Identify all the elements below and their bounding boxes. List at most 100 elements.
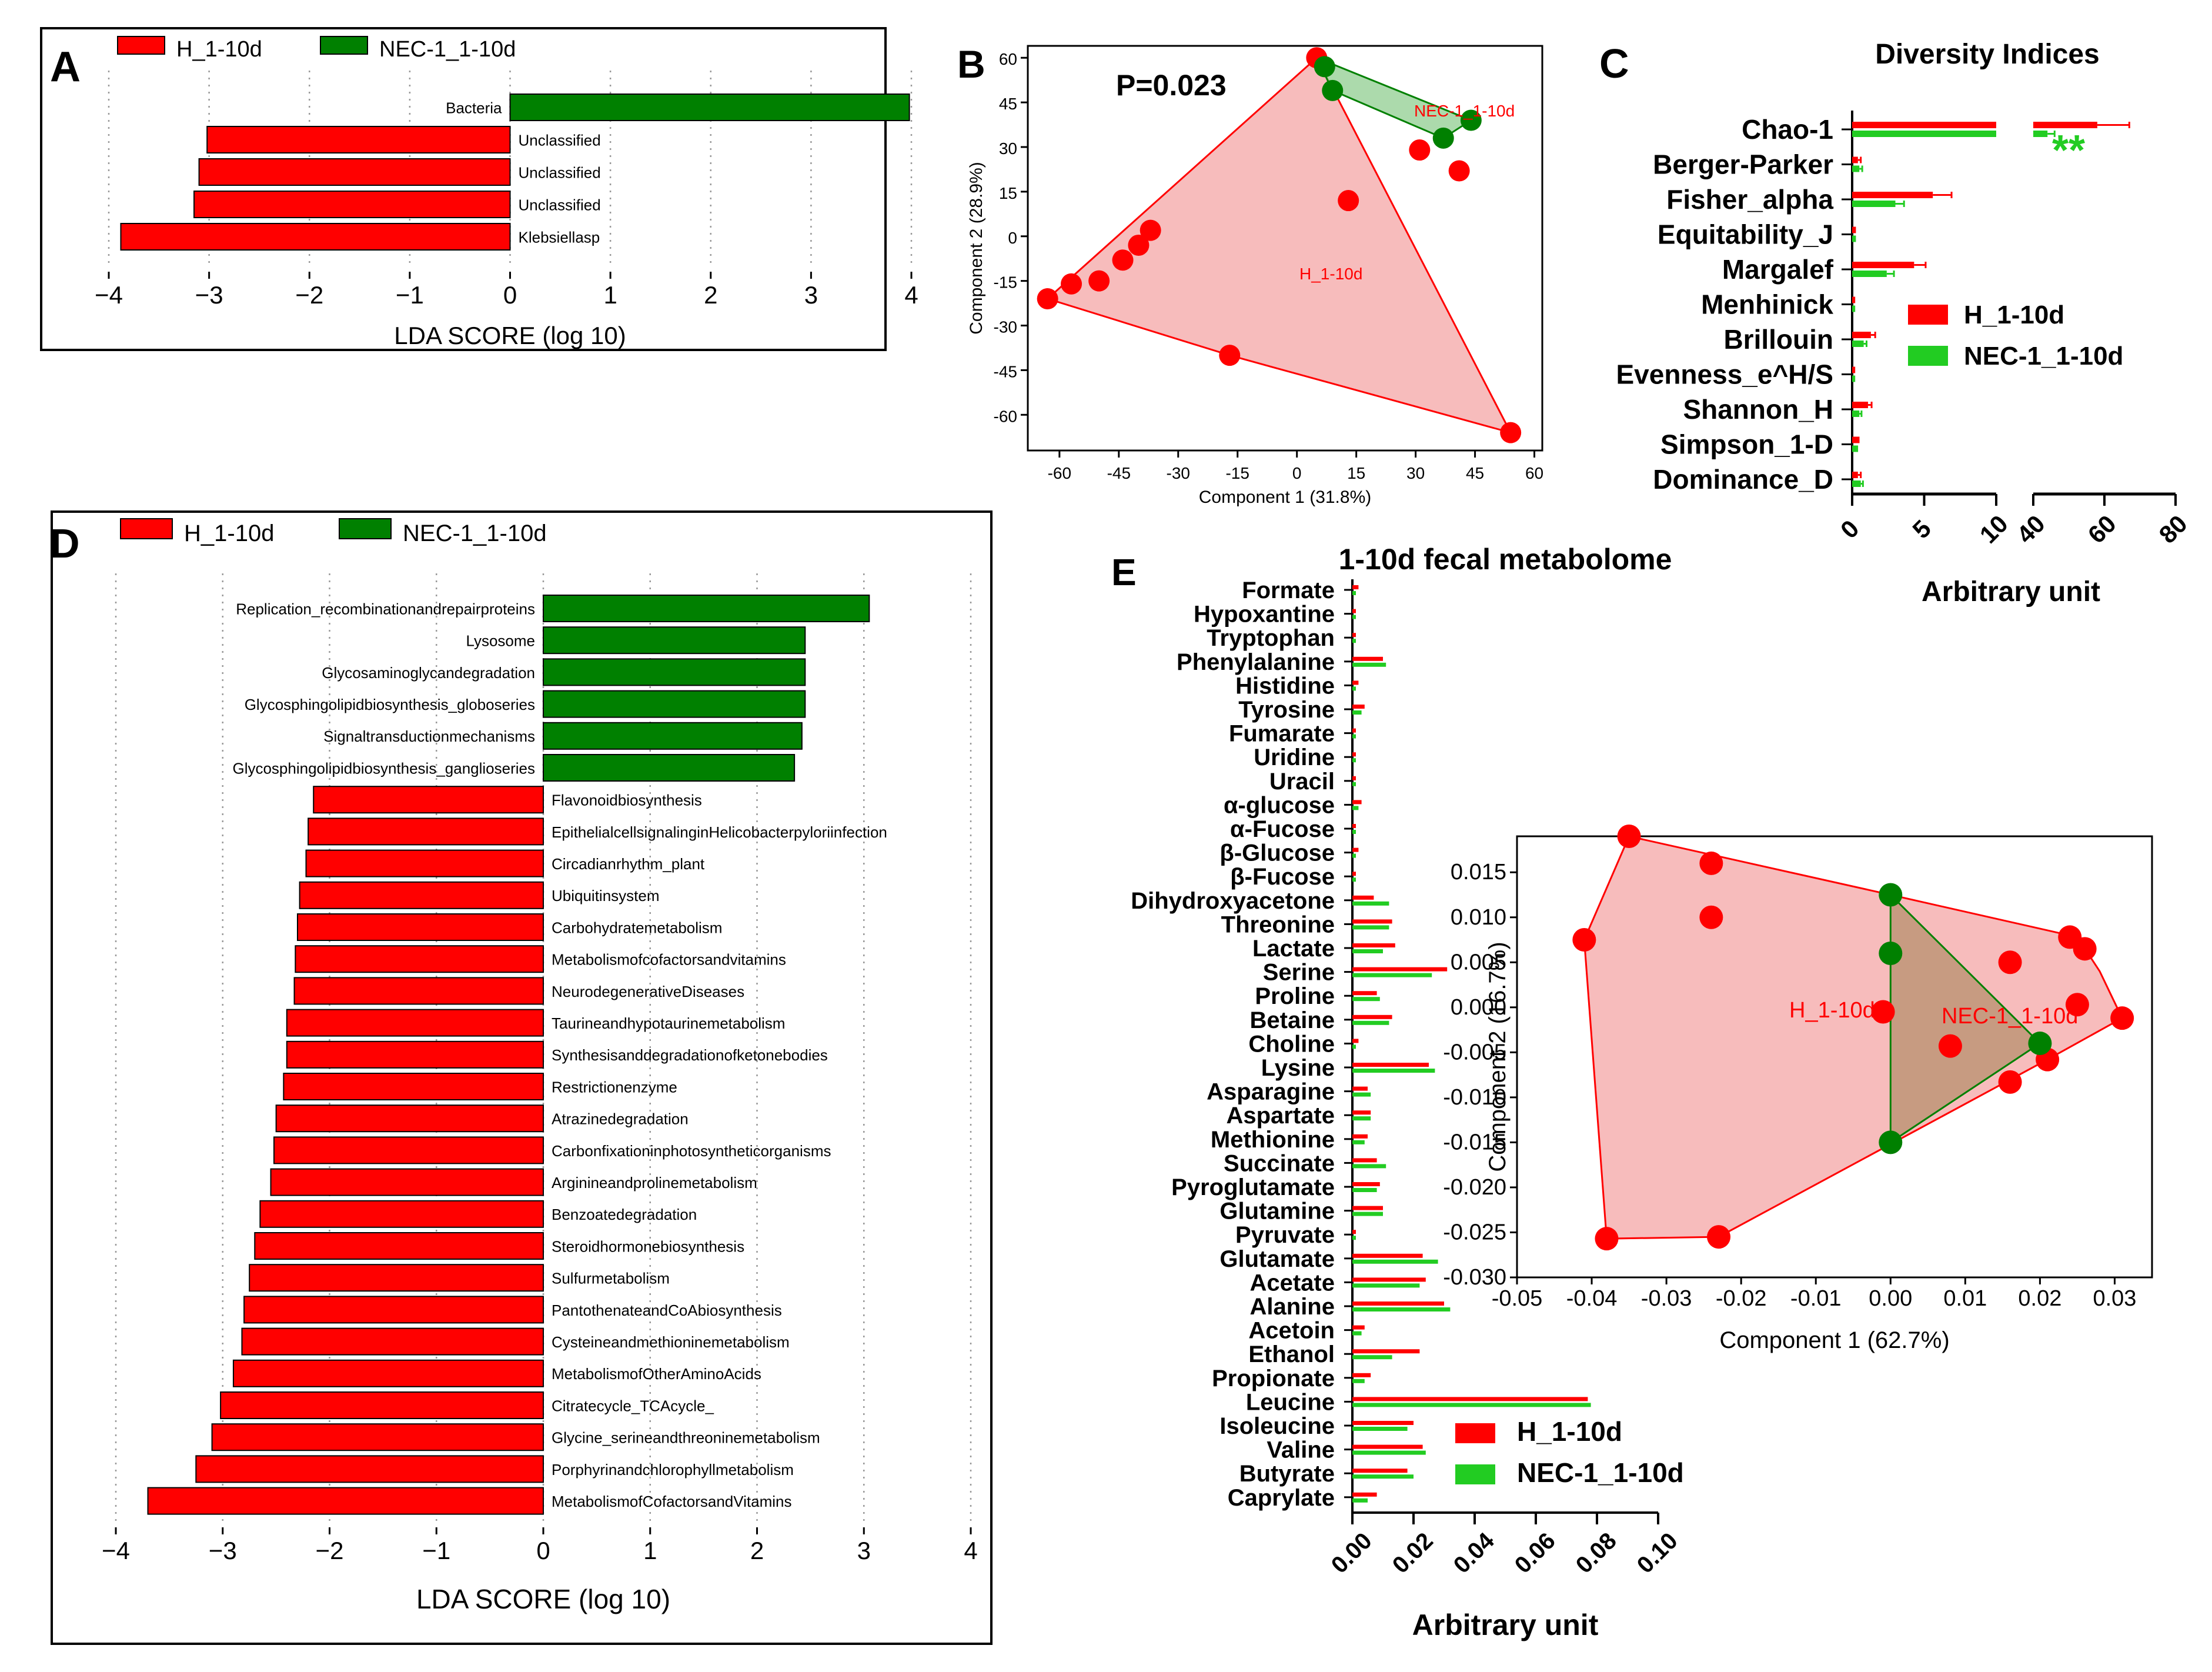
legend-label-nec: NEC-1_1-10d bbox=[1964, 342, 2123, 371]
bar-label: Carbonfixationinphotosyntheticorganisms bbox=[552, 1142, 831, 1160]
bar-label: EpithelialcellsignalinginHelicobacterpyl… bbox=[552, 823, 887, 841]
category-label: Glutamine bbox=[1219, 1199, 1335, 1224]
bar-label: Lysosome bbox=[466, 632, 535, 650]
category-label: Proline bbox=[1255, 983, 1335, 1009]
x-tick-label: 1 bbox=[603, 281, 617, 309]
bar bbox=[1352, 1044, 1356, 1049]
plot-frame bbox=[1516, 835, 2153, 1279]
bar-label: Glycine_serineandthreoninemetabolism bbox=[552, 1429, 820, 1447]
bar bbox=[1352, 1469, 1408, 1473]
x-tick-label: 60 bbox=[2083, 510, 2121, 549]
x-tick-label: 2 bbox=[704, 281, 717, 309]
bar bbox=[1852, 411, 1860, 417]
x-tick-label: −2 bbox=[316, 1537, 344, 1564]
y-tick-label: 0.005 bbox=[1451, 950, 1506, 975]
category-label: Asparagine bbox=[1207, 1079, 1335, 1105]
x-tick-label: 0.08 bbox=[1571, 1528, 1622, 1578]
y-tick-label: -0.020 bbox=[1443, 1175, 1506, 1200]
bar bbox=[1852, 122, 1996, 128]
legend-label-h: H_1-10d bbox=[1964, 301, 2064, 329]
bar-label: MetabolismofOtherAminoAcids bbox=[552, 1365, 761, 1383]
bar-label: Bacteria bbox=[446, 99, 502, 116]
x-tick-label: 40 bbox=[2011, 510, 2050, 549]
y-tick-label: 0.010 bbox=[1451, 905, 1506, 930]
bar bbox=[1352, 591, 1356, 595]
point-h bbox=[1037, 288, 1058, 309]
bar bbox=[1352, 585, 1359, 589]
point-h bbox=[1088, 270, 1110, 292]
category-label: Dominance_D bbox=[1653, 464, 1833, 495]
bar bbox=[1352, 1259, 1438, 1264]
category-label: Formate bbox=[1242, 578, 1335, 603]
bar-label: Klebsiellasp bbox=[519, 228, 600, 246]
point-h bbox=[1061, 273, 1082, 295]
point-nec bbox=[1879, 1130, 1903, 1154]
lda-bar bbox=[543, 754, 796, 782]
bar bbox=[1352, 1379, 1365, 1383]
bar bbox=[1352, 656, 1383, 661]
bar bbox=[1352, 680, 1359, 685]
bar bbox=[1352, 1236, 1356, 1240]
category-label: β-Glucose bbox=[1219, 840, 1335, 866]
category-label: Lactate bbox=[1252, 936, 1335, 962]
x-axis-label: LDA SCORE (log 10) bbox=[416, 1584, 670, 1614]
x-tick-label: −1 bbox=[422, 1537, 450, 1564]
bar bbox=[1852, 375, 1855, 382]
bar bbox=[1852, 262, 1914, 268]
bar-broken bbox=[2033, 131, 2048, 137]
x-tick-label: 3 bbox=[857, 1537, 871, 1564]
bar bbox=[1352, 1140, 1365, 1144]
bar bbox=[1352, 1212, 1383, 1216]
lda-bar bbox=[249, 1264, 544, 1292]
bar-label: Flavonoidbiosynthesis bbox=[552, 792, 702, 809]
bar-label: Ubiquitinsystem bbox=[552, 887, 660, 905]
category-label: Valine bbox=[1267, 1437, 1335, 1463]
lda-bar bbox=[243, 1296, 544, 1324]
bar bbox=[1352, 705, 1365, 709]
point-h bbox=[2110, 1006, 2134, 1030]
x-tick-label: −1 bbox=[396, 281, 424, 309]
bar bbox=[1352, 847, 1359, 852]
bar bbox=[1852, 201, 1896, 207]
x-tick-label: −3 bbox=[195, 281, 223, 309]
bar bbox=[1852, 226, 1855, 233]
y-tick-label: 45 bbox=[999, 95, 1017, 113]
bar bbox=[1352, 1206, 1383, 1210]
y-tick-label: 0.000 bbox=[1451, 995, 1506, 1020]
bar bbox=[1352, 1092, 1371, 1097]
category-label: Tyrosine bbox=[1238, 697, 1335, 723]
bar bbox=[1852, 192, 1933, 198]
bar bbox=[1352, 991, 1377, 996]
legend-label-h: H_1-10d bbox=[184, 520, 274, 546]
bar bbox=[1352, 776, 1356, 780]
bar-label: Circadianrhythm_plant bbox=[552, 855, 705, 873]
bar bbox=[1352, 615, 1356, 619]
bar bbox=[1852, 156, 1858, 163]
lda-bar bbox=[211, 1423, 544, 1451]
category-label: Hypoxantine bbox=[1194, 602, 1335, 628]
bar bbox=[1352, 824, 1356, 828]
lda-bar bbox=[305, 849, 544, 877]
lda-bar bbox=[120, 223, 511, 251]
x-tick-label: 0.03 bbox=[2093, 1286, 2136, 1311]
lda-bar bbox=[543, 626, 806, 655]
bar-label: Atrazinedegradation bbox=[552, 1110, 689, 1128]
point-h bbox=[1572, 928, 1596, 952]
legend-swatch-h bbox=[117, 36, 165, 55]
point-h bbox=[1699, 905, 1723, 929]
x-tick-label: −3 bbox=[209, 1537, 237, 1564]
panel-label-e: E bbox=[1111, 551, 1137, 593]
bar bbox=[1352, 806, 1359, 810]
point-h bbox=[1998, 950, 2022, 975]
bar-label: Sulfurmetabolism bbox=[552, 1270, 670, 1287]
lda-bar bbox=[259, 1200, 544, 1228]
point-h bbox=[1140, 219, 1161, 241]
bar bbox=[1352, 1014, 1392, 1019]
y-tick-label: 15 bbox=[999, 184, 1017, 202]
panel-label-a: A bbox=[50, 44, 81, 91]
bar bbox=[1352, 877, 1356, 882]
y-tick-label: 30 bbox=[999, 139, 1017, 158]
bar bbox=[1352, 1110, 1371, 1115]
legend-swatch-nec bbox=[339, 518, 392, 539]
category-label: Equitability_J bbox=[1658, 219, 1833, 250]
